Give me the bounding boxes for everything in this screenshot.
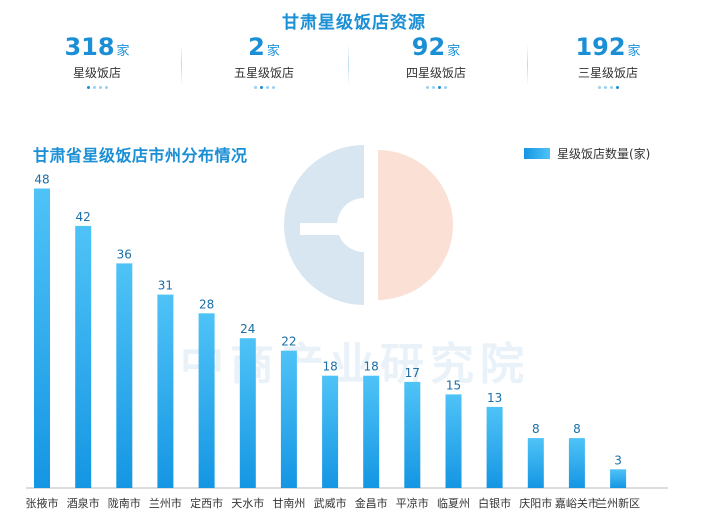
stat-value: 2 <box>248 33 265 61</box>
stat-unit: 家 <box>266 44 280 59</box>
stat-label: 三星级饭店 <box>577 66 638 80</box>
legend-swatch <box>524 148 550 159</box>
bar-兰州新区 <box>610 469 627 488</box>
bar-value-label: 8 <box>532 422 540 436</box>
stat-total: 318 家 星级饭店 <box>17 30 177 90</box>
bar-陇南市 <box>116 263 133 488</box>
x-tick-label: 白银市 <box>478 496 511 510</box>
stat-dots <box>356 86 516 90</box>
x-tick-label: 陇南市 <box>108 496 141 510</box>
stat-divider <box>348 44 349 86</box>
chart-title: 甘肃省星级饭店市州分布情况 <box>33 146 248 165</box>
bar-天水市 <box>239 338 256 488</box>
bar-value-label: 3 <box>614 453 622 467</box>
stat-label: 四星级饭店 <box>405 66 466 80</box>
stat-dots <box>184 86 344 90</box>
x-tick-label: 酒泉市 <box>67 496 100 510</box>
bar-甘南州 <box>280 350 297 488</box>
stat-unit: 家 <box>447 44 461 59</box>
x-tick-label: 平凉市 <box>396 496 429 510</box>
bar-value-label: 17 <box>405 366 420 380</box>
bar-value-label: 31 <box>158 279 173 293</box>
watermark-logo-bar <box>300 223 364 235</box>
bar-value-label: 22 <box>281 335 296 349</box>
stat-unit: 家 <box>627 44 641 59</box>
bar-庆阳市 <box>527 438 544 488</box>
stat-dots <box>17 86 177 90</box>
bar-value-label: 42 <box>76 210 91 224</box>
bar-金昌市 <box>363 375 380 488</box>
legend-label: 星级饭店数量(家) <box>557 147 651 161</box>
stat-divider <box>181 44 182 86</box>
bar-张掖市 <box>34 188 50 488</box>
bar-value-label: 18 <box>364 360 379 374</box>
x-tick-label: 甘南州 <box>272 497 305 510</box>
bar-value-label: 28 <box>199 297 214 311</box>
x-tick-label: 定西市 <box>190 496 223 510</box>
bar-value-label: 18 <box>322 360 337 374</box>
x-tick-label: 嘉峪关市 <box>555 496 599 510</box>
bar-value-label: 36 <box>117 247 132 261</box>
bar-value-label: 48 <box>34 173 49 187</box>
stat-value: 192 <box>575 33 626 61</box>
watermark-logo-right-half <box>378 150 453 300</box>
bar-平凉市 <box>404 381 421 488</box>
bar-定西市 <box>198 313 215 488</box>
x-tick-label: 武威市 <box>314 496 347 510</box>
stat-label: 五星级饭店 <box>233 66 294 80</box>
bar-嘉峪关市 <box>568 438 585 488</box>
x-tick-label: 金昌市 <box>355 496 388 510</box>
bar-酒泉市 <box>75 225 92 488</box>
watermark-text: 中商产业研究院 <box>180 339 530 390</box>
bar-value-label: 24 <box>240 322 255 336</box>
bar-value-label: 15 <box>446 378 461 392</box>
bar-临夏州 <box>445 394 462 488</box>
x-tick-label: 临夏州 <box>437 496 470 510</box>
stat-unit: 家 <box>116 44 130 59</box>
x-tick-label: 庆阳市 <box>519 496 552 510</box>
stat-label: 星级饭店 <box>72 66 121 80</box>
stat-four-star: 92 家 四星级饭店 <box>356 30 516 90</box>
bar-白银市 <box>486 406 503 488</box>
stat-value: 318 <box>64 33 115 61</box>
x-tick-label: 兰州新区 <box>596 496 640 510</box>
page-title: 甘肃星级饭店资源 <box>282 13 426 33</box>
bar-武威市 <box>322 375 339 488</box>
stat-dots <box>528 86 688 90</box>
bar-兰州市 <box>157 294 174 488</box>
stat-three-star: 192 家 三星级饭店 <box>528 30 688 90</box>
bar-value-label: 8 <box>573 422 581 436</box>
stat-divider <box>527 44 528 86</box>
x-tick-label: 天水市 <box>231 496 264 510</box>
x-tick-label: 张掖市 <box>26 496 59 510</box>
x-tick-label: 兰州市 <box>149 496 182 510</box>
stat-value: 92 <box>411 33 446 61</box>
bar-value-label: 13 <box>487 391 502 405</box>
